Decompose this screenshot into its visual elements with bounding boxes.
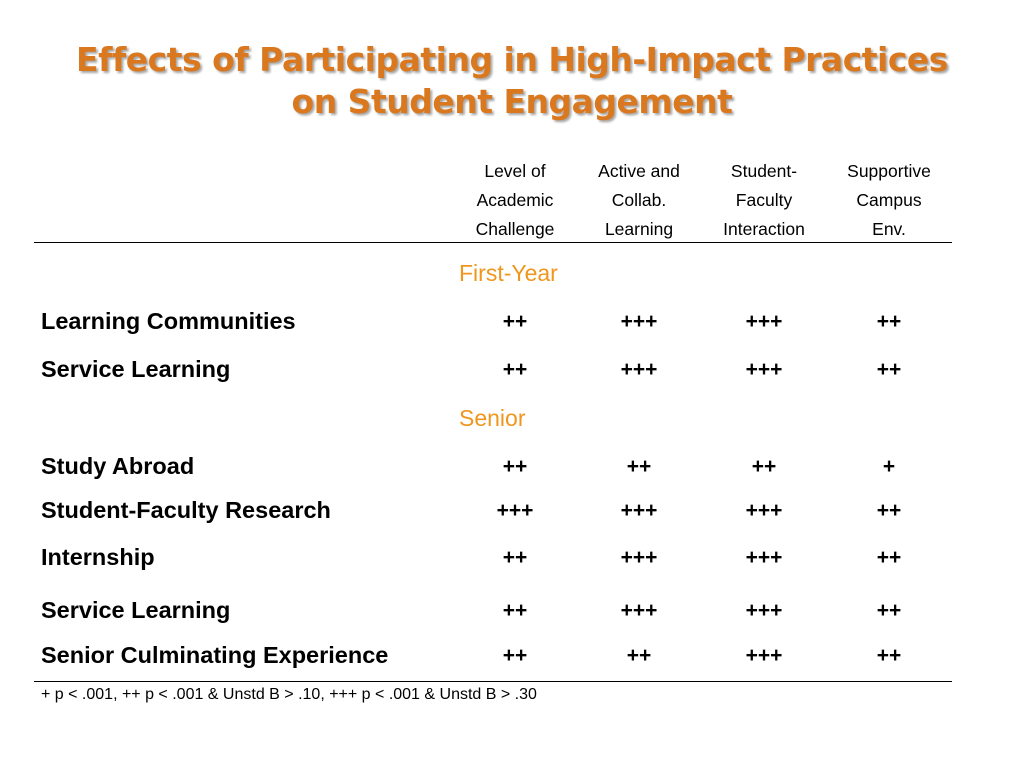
table-cell: +++ <box>620 546 658 569</box>
row-label: Study Abroad <box>41 453 195 479</box>
table-cell: ++ <box>876 644 902 667</box>
row-label: Senior Culminating Experience <box>41 642 389 668</box>
table-cell: ++ <box>626 455 652 478</box>
table-cell: +++ <box>745 499 783 522</box>
table-cell: ++ <box>502 599 528 622</box>
table-cell: +++ <box>745 310 783 333</box>
table-cell: +++ <box>745 358 783 381</box>
table-cell: +++ <box>496 499 534 522</box>
table-cell: ++ <box>876 599 902 622</box>
table-cell: +++ <box>620 310 658 333</box>
table-cell: ++ <box>751 455 777 478</box>
table-cell: +++ <box>745 546 783 569</box>
table-cell: ++ <box>502 455 528 478</box>
column-header-academic-challenge: Level of Academic Challenge <box>475 161 555 239</box>
table-cell: ++ <box>502 546 528 569</box>
column-header-active-collab-learning: Active and Collab. Learning <box>598 161 680 239</box>
table-cell: ++ <box>876 499 902 522</box>
table-cell: ++ <box>502 644 528 667</box>
footer-rule <box>34 681 952 682</box>
section-first-year: First-Year <box>459 260 558 286</box>
row-label: Learning Communities <box>41 308 296 334</box>
row-label: Student-Faculty Research <box>41 497 331 523</box>
table-cell: +++ <box>745 599 783 622</box>
table-cell: ++ <box>502 310 528 333</box>
row-label: Service Learning <box>41 597 231 623</box>
row-label: Internship <box>41 544 155 570</box>
table-cell: ++ <box>876 310 902 333</box>
table-cell: +++ <box>620 499 658 522</box>
section-senior: Senior <box>459 405 526 431</box>
column-header-student-faculty-interaction: Student- Faculty Interaction <box>723 161 805 239</box>
page-title-line-2: on Student Engagement <box>291 82 733 121</box>
table-cell: ++ <box>876 358 902 381</box>
table-cell: +++ <box>745 644 783 667</box>
table-cell: +++ <box>620 599 658 622</box>
header-rule <box>34 242 952 243</box>
table-cell: +++ <box>620 358 658 381</box>
table-cell: ++ <box>502 358 528 381</box>
table-cell: ++ <box>626 644 652 667</box>
table-cell: + <box>882 455 896 478</box>
column-header-supportive-campus-env: Supportive Campus Env. <box>847 161 931 239</box>
footnote: + p < .001, ++ p < .001 & Unstd B > .10,… <box>41 686 537 703</box>
row-label: Service Learning <box>41 356 231 382</box>
table-cell: ++ <box>876 546 902 569</box>
page-title-line-1: Effects of Participating in High-Impact … <box>76 40 948 79</box>
